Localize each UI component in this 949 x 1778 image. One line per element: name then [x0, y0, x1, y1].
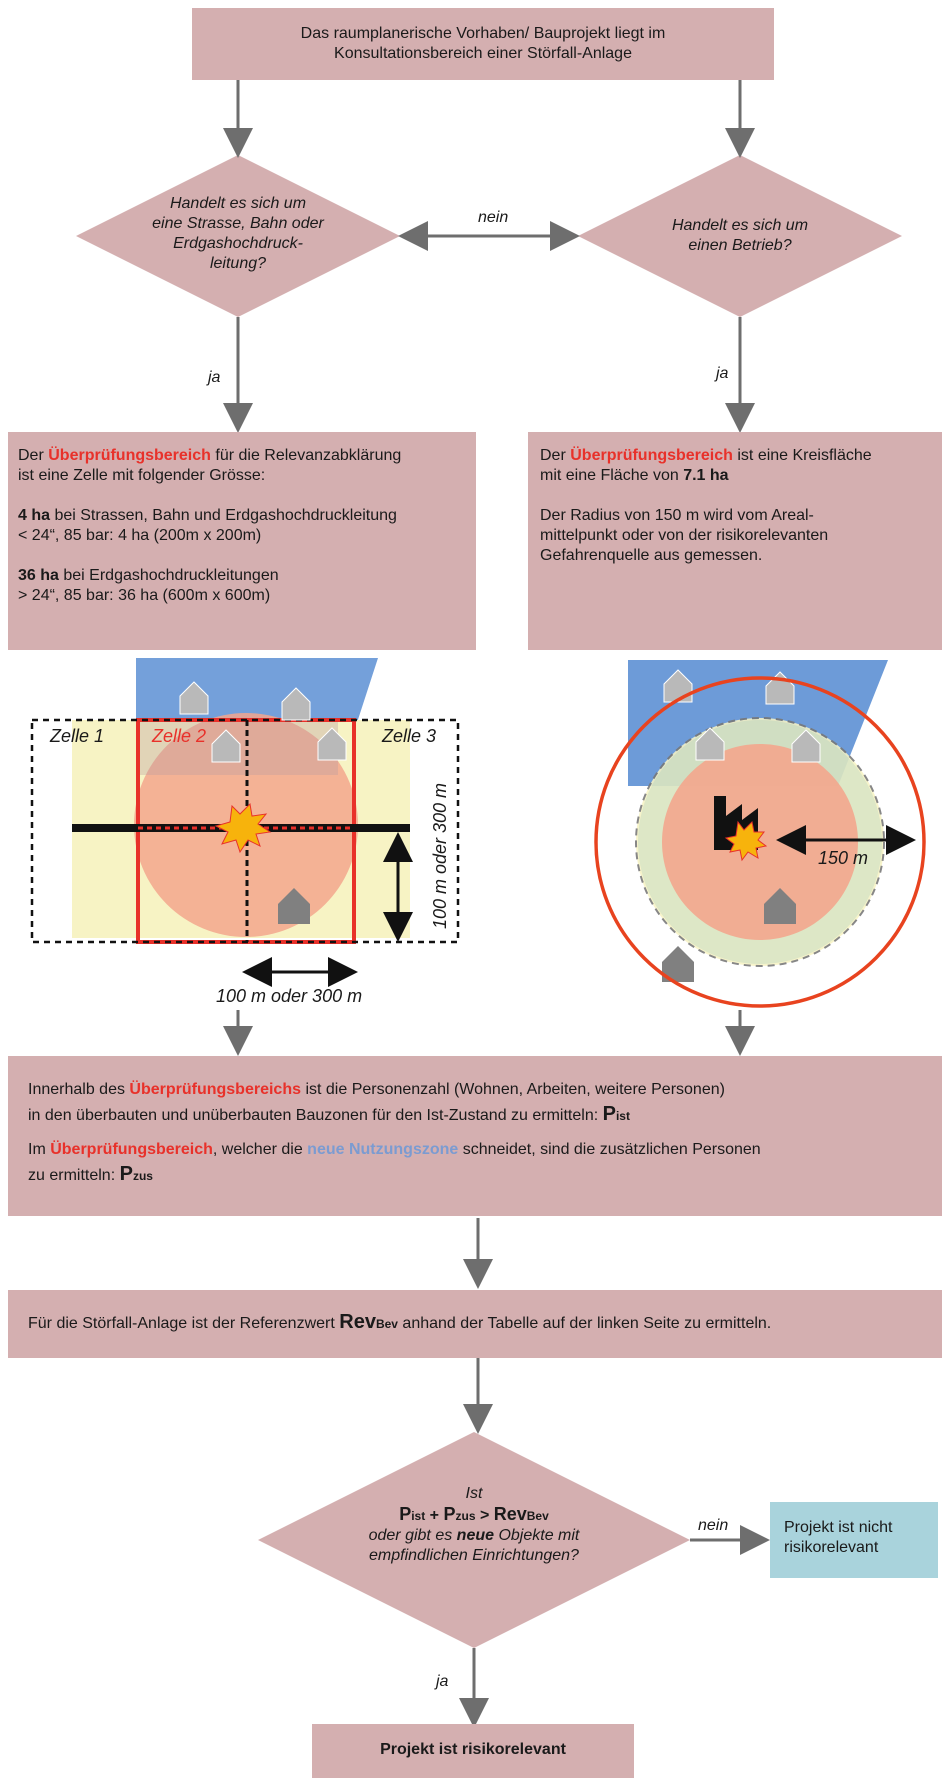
cell-2-label: Zelle 2 — [152, 726, 207, 746]
radius-label: 150 m — [818, 848, 869, 868]
final-decision-diamond — [258, 1432, 690, 1648]
start-line-1: Das raumplanerische Vorhaben/ Bauprojekt… — [300, 25, 666, 42]
label-nein-bottom: nein — [698, 1517, 729, 1534]
cell-diagram — [30, 658, 460, 987]
label-ja-bottom: ja — [436, 1673, 449, 1690]
left-info-box: Der Überprüfungsbereich für die Relevanz… — [8, 432, 476, 650]
decision-right-diamond — [578, 155, 902, 317]
right-info-box: Der Überprüfungsbereich ist eine Kreisfl… — [528, 432, 942, 650]
review-area-term: Überprüfungsbereich — [570, 447, 733, 464]
relevant-label: Projekt ist risikorelevant — [380, 1741, 566, 1758]
circle-diagram — [594, 660, 926, 1008]
not-relevant-box: Projekt ist nicht risikorelevant — [770, 1502, 938, 1578]
house-icon — [764, 888, 796, 924]
house-icon — [179, 681, 347, 763]
reference-value-box: Für die Störfall-Anlage ist der Referenz… — [8, 1290, 942, 1358]
dim-label-vertical: 100 m oder 300 m — [430, 782, 450, 930]
explosion-icon — [214, 802, 272, 854]
cell-1-label: Zelle 1 — [50, 726, 105, 746]
decision-left-text: Handelt es sich um eine Strasse, Bahn od… — [152, 195, 324, 272]
persons-box: Innerhalb des Überprüfungsbereichs ist d… — [8, 1056, 942, 1216]
decision-left-diamond — [76, 155, 400, 317]
explosion-icon — [724, 820, 768, 862]
final-decision-text: Ist Pist + Pzus > RevBev oder gibt es ne… — [368, 1485, 580, 1564]
review-area-circle — [594, 676, 926, 1008]
label-ja-left: ja — [208, 369, 221, 386]
label-ja-right: ja — [716, 365, 729, 382]
dim-label-horizontal: 100 m oder 300 m — [216, 986, 363, 1006]
cell-3-label: Zelle 3 — [382, 726, 437, 746]
cell-outer-frame — [30, 718, 460, 944]
house-icon — [278, 888, 310, 924]
start-box: Das raumplanerische Vorhaben/ Bauprojekt… — [192, 8, 774, 80]
house-icon — [662, 946, 694, 982]
relevant-box: Projekt ist risikorelevant — [312, 1724, 634, 1778]
decision-right-text: Handelt es sich um einen Betrieb? — [671, 217, 809, 254]
start-line-2: Konsultationsbereich einer Störfall-Anla… — [334, 45, 632, 62]
review-area-term: Überprüfungsbereich — [48, 447, 211, 464]
label-nein-top: nein — [478, 209, 509, 226]
